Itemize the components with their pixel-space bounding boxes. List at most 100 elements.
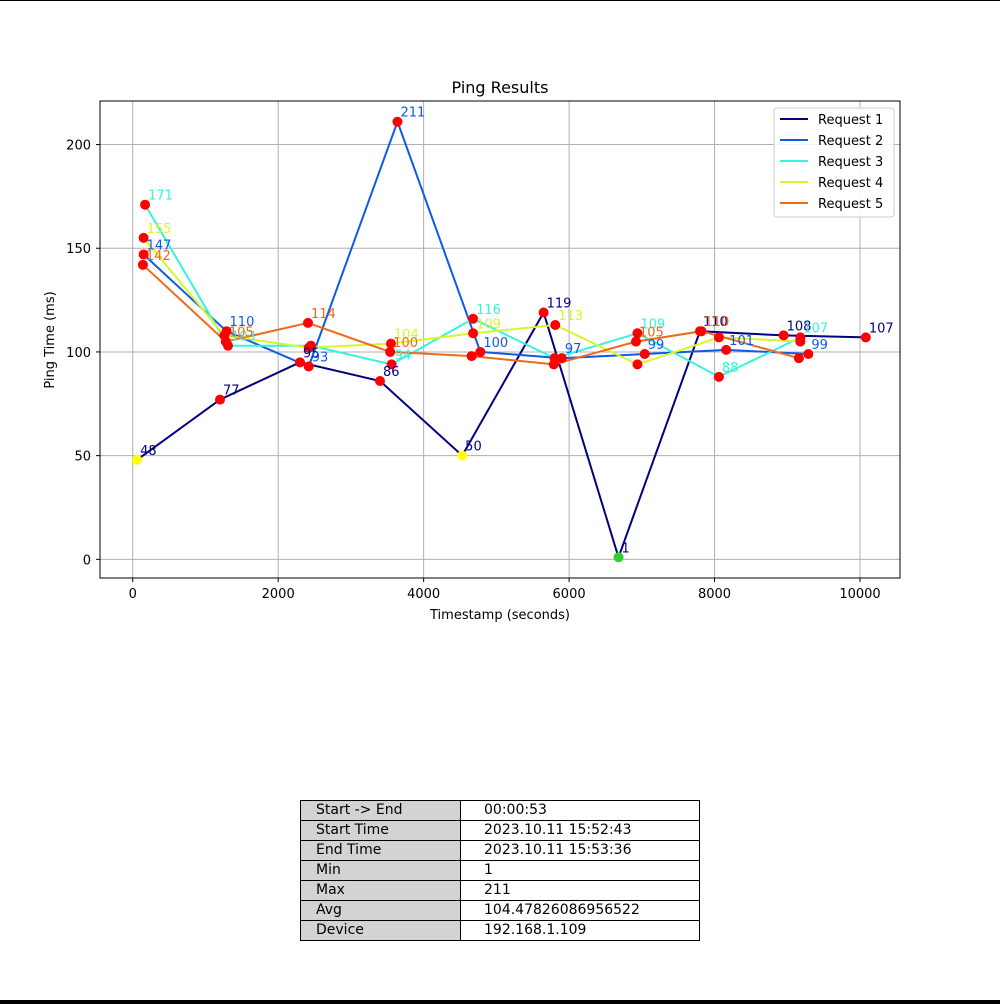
legend-box [773,107,895,218]
data-label: 88 [722,361,739,376]
data-label: 142 [146,249,171,264]
stats-row: Start -> End 00:00:53 [300,800,700,821]
data-point [550,319,561,330]
data-point [475,346,486,357]
data-point [713,332,724,343]
plot-area-frame [99,100,901,579]
data-point [375,375,385,386]
stats-key: Device [300,920,461,941]
data-label: 100 [393,336,418,351]
data-point [138,249,149,260]
data-point [386,359,397,370]
y-axis-label: Ping Time (ms) [43,291,58,388]
stats-row: Max 211 [300,880,700,901]
stats-value: 192.168.1.109 [460,920,700,941]
data-label: 110 [230,315,255,330]
x-tick-label: 8000 [698,587,731,602]
legend-label: Request 1 [818,113,883,128]
data-label: 211 [400,106,425,121]
data-point [303,361,314,372]
y-tick-label: 0 [83,553,91,568]
data-label: 107 [803,321,828,336]
legend: Request 1 Request 2 Request 3 Request 4 Requ… [773,107,895,218]
data-point [631,336,641,347]
data-label: 77 [223,384,240,399]
y-tick-label: 100 [66,346,91,361]
y-tick-label: 150 [66,242,91,257]
data-point [778,330,789,341]
data-point [140,199,151,210]
stats-key: Min [300,860,461,881]
data-point [385,338,396,349]
x-tick-label: 4000 [407,587,440,602]
data-point [556,353,567,364]
data-point [466,351,477,362]
data-label: 155 [147,222,172,237]
data-label: 50 [465,440,482,455]
stats-value: 104.47826086956522 [460,900,700,921]
data-point [457,450,468,461]
data-point [468,328,479,339]
data-point [132,454,143,465]
data-label: 104 [394,328,419,343]
data-label: 94 [395,348,412,363]
chart-title: Ping Results [452,78,549,97]
data-label: 107 [869,321,894,336]
x-axis-label: Timestamp (seconds) [429,608,570,623]
stats-row: Min 1 [300,860,700,881]
data-point [303,317,313,328]
legend-label: Request 3 [818,155,883,170]
data-point [392,116,403,127]
stats-key: Start -> End [300,800,461,821]
point-markers [132,116,871,563]
data-label: 119 [547,297,572,312]
stats-key: Start Time [300,820,461,841]
data-point [632,359,643,370]
data-point [548,359,559,370]
data-point [795,336,806,347]
data-label: 99 [811,338,828,353]
data-point [303,342,314,353]
data-label: 48 [140,444,157,459]
stats-row: End Time 2023.10.11 15:53:36 [300,840,700,861]
data-point [721,344,732,355]
data-point [468,313,479,324]
x-tick-label: 0 [129,587,137,602]
x-tick-label: 6000 [553,587,586,602]
data-label: 110 [704,315,729,330]
data-label: 100 [483,336,508,351]
data-label: 109 [640,317,665,332]
stats-row: Start Time 2023.10.11 15:52:43 [300,820,700,841]
data-label: 1 [622,541,630,556]
x-tick-label: 10000 [839,587,880,602]
data-label: 95 [303,346,320,361]
data-point [696,326,707,337]
legend-label: Request 4 [818,176,883,191]
stats-row: Avg 104.47826086956522 [300,900,700,921]
data-label: 93 [312,350,329,365]
stats-value: 2023.10.11 15:53:36 [460,840,700,861]
x-tick-label: 2000 [262,587,295,602]
legend-label: Request 2 [818,134,883,149]
stats-value: 00:00:53 [460,800,700,821]
stats-value: 211 [460,880,700,901]
data-point [793,353,804,364]
data-point [639,349,650,360]
stats-value: 2023.10.11 15:52:43 [460,820,700,841]
stats-key: Avg [300,900,461,921]
stats-table: Start -> End 00:00:53 Start Time 2023.10.11… [300,800,700,941]
data-point [138,232,149,243]
data-point [613,552,624,563]
data-point [220,336,231,347]
stats-key: End Time [300,840,461,861]
data-point [860,332,871,343]
data-point [713,371,724,382]
stats-row: Device 192.168.1.109 [300,920,700,941]
data-label: 109 [476,317,501,332]
data-label: 108 [787,319,812,334]
data-label: 105 [639,326,664,341]
data-point [295,357,305,368]
data-label: 86 [383,365,400,380]
